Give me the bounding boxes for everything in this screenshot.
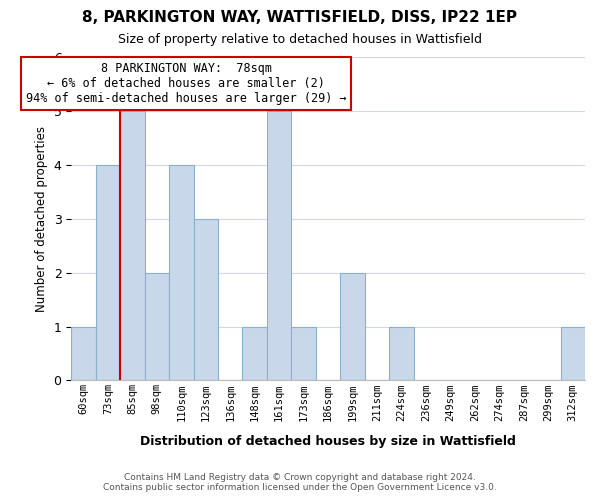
Bar: [120, 112, 145, 380]
Text: Contains HM Land Registry data © Crown copyright and database right 2024.
Contai: Contains HM Land Registry data © Crown c…: [103, 473, 497, 492]
Bar: [292, 326, 316, 380]
Y-axis label: Number of detached properties: Number of detached properties: [35, 126, 48, 312]
Bar: [340, 272, 365, 380]
Bar: [96, 165, 120, 380]
Bar: [389, 326, 414, 380]
Bar: [169, 165, 194, 380]
X-axis label: Distribution of detached houses by size in Wattisfield: Distribution of detached houses by size …: [140, 434, 516, 448]
Bar: [71, 326, 96, 380]
Bar: [194, 219, 218, 380]
Bar: [242, 326, 267, 380]
Text: Size of property relative to detached houses in Wattisfield: Size of property relative to detached ho…: [118, 32, 482, 46]
Bar: [560, 326, 585, 380]
Text: 8, PARKINGTON WAY, WATTISFIELD, DISS, IP22 1EP: 8, PARKINGTON WAY, WATTISFIELD, DISS, IP…: [83, 10, 517, 25]
Text: 8 PARKINGTON WAY:  78sqm
← 6% of detached houses are smaller (2)
94% of semi-det: 8 PARKINGTON WAY: 78sqm ← 6% of detached…: [26, 62, 347, 105]
Bar: [267, 112, 292, 380]
Bar: [145, 272, 169, 380]
